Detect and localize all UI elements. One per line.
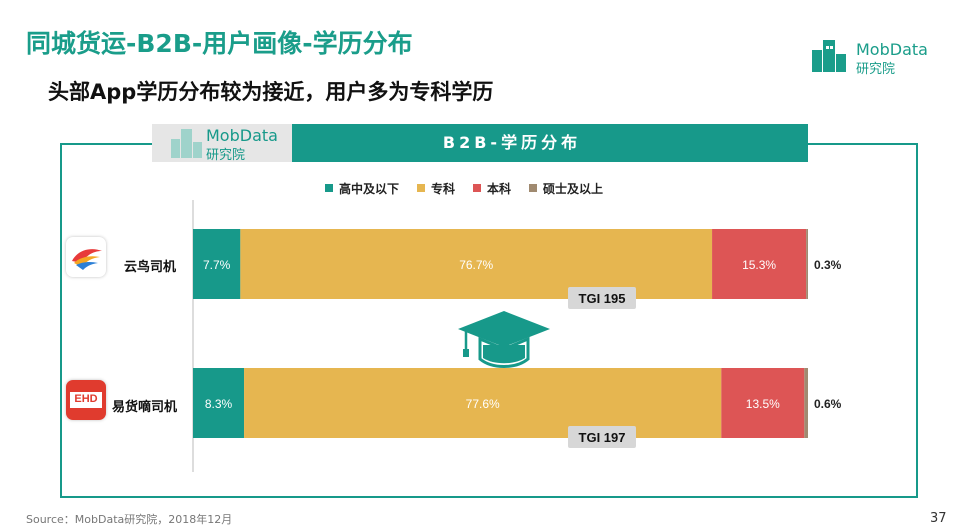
bar-segment bbox=[804, 368, 808, 438]
data-label: 15.3% bbox=[742, 258, 776, 272]
bar-segment bbox=[806, 229, 808, 299]
data-label: 0.3% bbox=[814, 258, 842, 272]
data-label: 7.7% bbox=[203, 258, 231, 272]
ehd-app-logo: EHD bbox=[66, 380, 106, 420]
legend-label: 专科 bbox=[431, 181, 456, 196]
mobdata-logo-icon bbox=[812, 40, 846, 72]
tgi-badge bbox=[568, 426, 636, 448]
legend-label: 硕士及以上 bbox=[543, 181, 604, 196]
data-label: 8.3% bbox=[205, 397, 233, 411]
yunniao-app-icon bbox=[72, 249, 102, 270]
legend-label: 本科 bbox=[487, 181, 512, 196]
graduation-cap-icon bbox=[458, 311, 550, 368]
chart-legend: 高中及以下 专科 本科 硕士及以上 bbox=[325, 180, 621, 196]
ehd-app-icon bbox=[70, 392, 102, 408]
legend-item: 高中及以下 bbox=[325, 180, 399, 196]
page-title: 同城货运-B2B-用户画像-学历分布 bbox=[26, 29, 413, 58]
legend-swatch bbox=[325, 184, 333, 192]
tgi-label: TGI 197 bbox=[579, 430, 626, 445]
data-label: 77.6% bbox=[466, 397, 500, 411]
data-label: 0.6% bbox=[814, 397, 842, 411]
legend-item: 硕士及以上 bbox=[529, 180, 603, 196]
legend-item: 专科 bbox=[417, 180, 455, 196]
brand-logo: MobData 研究院 bbox=[810, 38, 950, 78]
yunniao-app-logo bbox=[66, 237, 106, 277]
bar-segment bbox=[721, 368, 805, 438]
legend-swatch bbox=[417, 184, 426, 192]
bar-segment bbox=[193, 368, 245, 438]
bar-segment bbox=[712, 229, 807, 299]
banner-logo: MobData 研究院 bbox=[152, 124, 292, 163]
banner-brand-subtitle: 研究院 bbox=[206, 148, 246, 163]
tgi-badge bbox=[568, 287, 636, 309]
bar-segment bbox=[244, 368, 722, 438]
bar-segment bbox=[193, 229, 241, 299]
mobdata-logo-icon bbox=[171, 129, 202, 158]
chart-title: B2B-学历分布 bbox=[442, 133, 582, 152]
legend-item: 本科 bbox=[473, 180, 511, 196]
ehd-logo-text: EHD bbox=[74, 393, 98, 405]
legend-swatch bbox=[529, 184, 538, 192]
tgi-label: TGI 195 bbox=[579, 291, 626, 306]
brand-subtitle: 研究院 bbox=[856, 62, 896, 77]
page-subtitle: 头部App学历分布较为接近，用户多为专科学历 bbox=[48, 80, 494, 104]
legend-swatch bbox=[473, 184, 482, 192]
brand-name: MobData bbox=[856, 40, 928, 59]
app-name: 云鸟司机 bbox=[124, 260, 177, 275]
source-note: Source：MobData研究院，2018年12月 bbox=[26, 513, 233, 526]
banner-brand-name: MobData bbox=[206, 126, 278, 145]
legend-label: 高中及以下 bbox=[339, 181, 400, 196]
chart-banner: MobData 研究院 B2B-学历分布 bbox=[152, 124, 808, 163]
data-label: 76.7% bbox=[459, 258, 493, 272]
data-label: 13.5% bbox=[746, 397, 780, 411]
page-number: 37 bbox=[930, 511, 947, 526]
app-name: 易货嘀司机 bbox=[112, 400, 178, 415]
